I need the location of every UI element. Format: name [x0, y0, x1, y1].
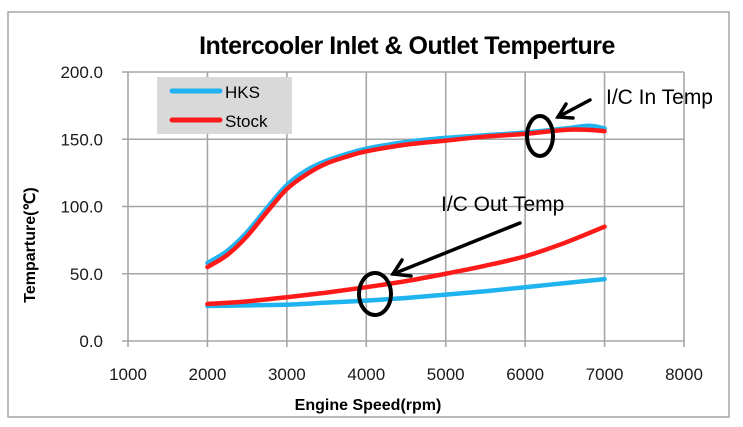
- legend-background: [157, 77, 292, 134]
- series-line-in-stock: [205, 127, 607, 270]
- series-line-out-stock: [205, 224, 607, 307]
- legend-label-stock: Stock: [225, 112, 268, 131]
- annotation-label-out: I/C Out Temp: [441, 193, 564, 216]
- series-line-out-hks: [205, 276, 607, 309]
- x-axis-title: Engine Speed(rpm): [295, 397, 442, 414]
- y-axis-title: Temparture(℃): [22, 187, 39, 302]
- x-tick-label: 2000: [189, 365, 227, 384]
- annotation-label-in: I/C In Temp: [606, 86, 713, 109]
- legend-label-hks: HKS: [225, 83, 260, 102]
- annotation-in-temp: I/C In Temp: [525, 86, 713, 158]
- annotation-out-temp: I/C Out Temp: [357, 193, 564, 317]
- x-tick-label: 8000: [665, 365, 703, 384]
- series-layer: [205, 123, 607, 309]
- y-tick-label: 100.0: [60, 198, 103, 217]
- x-tick-label: 4000: [347, 365, 385, 384]
- y-tick-label: 0.0: [79, 332, 103, 351]
- legend: HKS Stock: [157, 77, 292, 134]
- annotation-arrow-in: [556, 98, 592, 119]
- annotation-ellipse-out: [357, 271, 393, 317]
- annotation-arrowhead-out: [390, 258, 413, 278]
- x-tick-labels: 1000 2000 3000 4000 5000 6000 7000 8000: [109, 365, 703, 384]
- x-tick-label: 1000: [109, 365, 147, 384]
- y-tick-label: 50.0: [70, 265, 103, 284]
- y-tick-labels: 0.0 50.0 100.0 150.0 200.0: [60, 63, 103, 351]
- annotation-arrow-out: [391, 221, 522, 276]
- annotation-arrowhead-in: [554, 102, 575, 120]
- x-tick-label: 7000: [586, 365, 624, 384]
- x-tick-label: 5000: [427, 365, 465, 384]
- chart-title: Intercooler Inlet & Outlet Temperture: [199, 32, 615, 60]
- y-tick-label: 200.0: [60, 63, 103, 82]
- y-tick-label: 150.0: [60, 130, 103, 149]
- annotation-ellipse-in: [525, 114, 555, 158]
- x-tick-label: 6000: [506, 365, 544, 384]
- x-tick-label: 3000: [268, 365, 306, 384]
